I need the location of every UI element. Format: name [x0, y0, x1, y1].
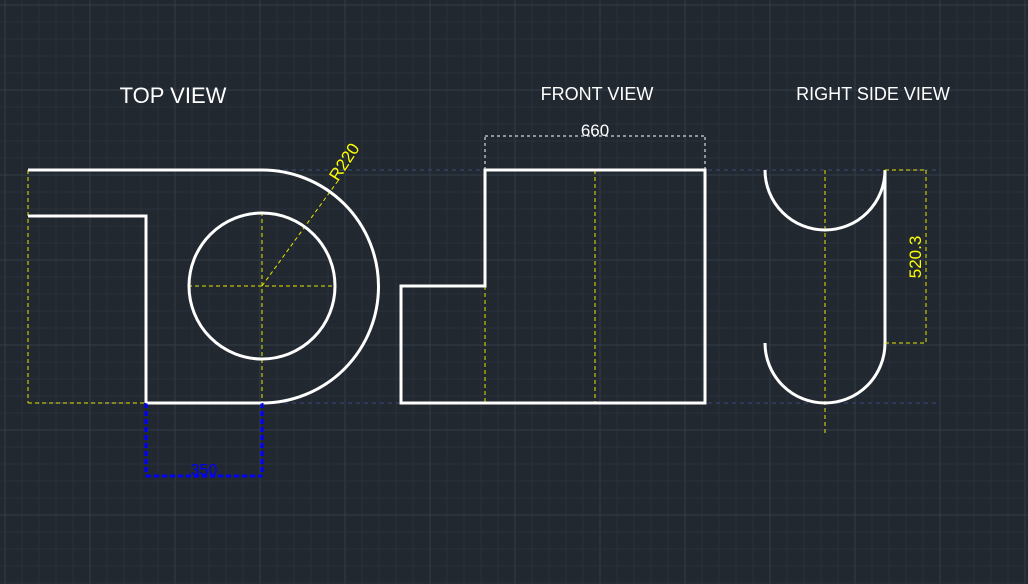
top-view-label: TOP VIEW: [120, 83, 227, 108]
side-bottom-u[interactable]: [763, 170, 887, 405]
front-view-hidden-lines: [484, 170, 706, 403]
front-width-dimension[interactable]: [484, 135, 706, 170]
front-width-dimension-text[interactable]: 660: [581, 121, 609, 140]
front-view-label: FRONT VIEW: [541, 84, 654, 104]
top-view[interactable]: 350 R220 TOP VIEW: [27, 83, 380, 479]
side-height-dimension-text[interactable]: 520.3: [906, 236, 925, 279]
side-height-dimension[interactable]: [885, 169, 927, 344]
top-view-hidden-lines: [27, 170, 341, 404]
right-side-view-label: RIGHT SIDE VIEW: [796, 84, 950, 104]
width-dimension-selected[interactable]: [144, 403, 264, 478]
side-top-arc[interactable]: [763, 169, 887, 232]
top-width-dimension-text[interactable]: 350: [191, 462, 218, 479]
right-side-view[interactable]: 520.3 RIGHT SIDE VIEW: [763, 84, 950, 435]
radius-leader: [261, 177, 341, 287]
radius-dimension-text[interactable]: R220: [325, 140, 363, 184]
top-view-outline[interactable]: [28, 168, 380, 405]
top-view-hole[interactable]: [187, 211, 337, 361]
front-view[interactable]: 660 FRONT VIEW: [399, 84, 707, 405]
